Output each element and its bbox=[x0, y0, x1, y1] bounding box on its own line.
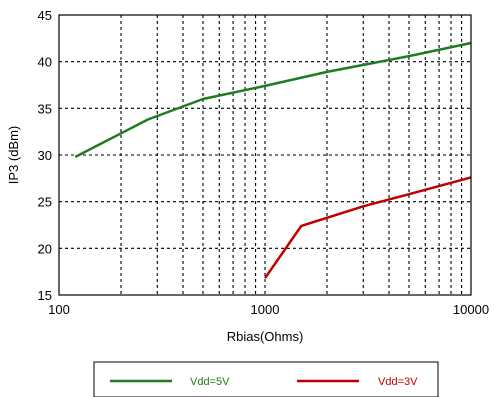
tick-labels: 100 1000 10000 15 20 25 30 35 40 45 bbox=[38, 8, 490, 317]
legend-box bbox=[93, 361, 439, 397]
series-line-vdd3v bbox=[263, 176, 472, 279]
legend-label-vdd5v: Vdd=5V bbox=[190, 376, 230, 388]
series-layer bbox=[74, 41, 472, 279]
y-axis-label: IP3 (dBm) bbox=[6, 126, 21, 185]
x-axis-label: Rbias(Ohms) bbox=[227, 329, 304, 344]
legend-label-vdd3v: Vdd=3V bbox=[378, 376, 418, 388]
y-tick-label: 45 bbox=[38, 8, 52, 23]
y-tick-label: 15 bbox=[38, 288, 52, 303]
x-tick-label: 10000 bbox=[453, 302, 489, 317]
x-tick-label: 1000 bbox=[251, 302, 280, 317]
x-tick-label: 100 bbox=[48, 302, 70, 317]
y-tick-label: 20 bbox=[38, 241, 52, 256]
y-tick-label: 40 bbox=[38, 55, 52, 70]
legend: Vdd=5V Vdd=3V bbox=[93, 361, 439, 397]
y-tick-label: 25 bbox=[38, 195, 52, 210]
series-line-vdd5v bbox=[74, 41, 472, 159]
grid-lines bbox=[59, 15, 471, 295]
y-tick-label: 30 bbox=[38, 148, 52, 163]
y-tick-label: 35 bbox=[38, 101, 52, 116]
plot-frame bbox=[58, 14, 472, 296]
